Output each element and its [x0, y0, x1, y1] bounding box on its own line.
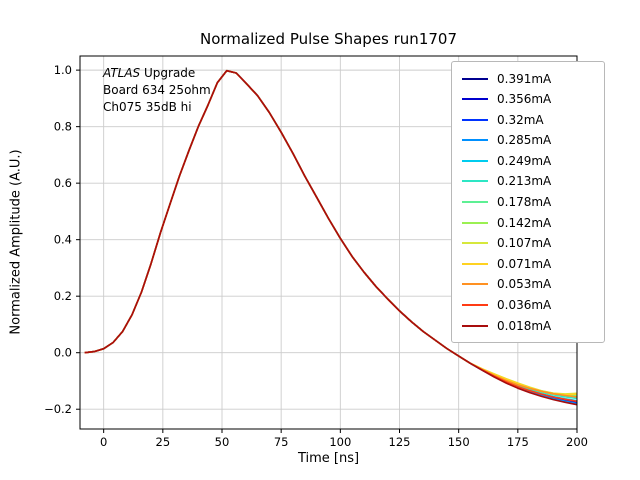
legend-item: 0.249mA — [462, 152, 594, 169]
x-tick-label: 0 — [100, 435, 107, 449]
legend-item: 0.142mA — [462, 214, 594, 231]
legend-label: 0.32mA — [497, 112, 544, 127]
legend-item: 0.036mA — [462, 297, 594, 314]
legend-line-sample — [462, 262, 488, 265]
y-tick-label: 1.0 — [54, 63, 72, 77]
y-tick-label: 0.8 — [54, 120, 72, 134]
x-tick-label: 50 — [215, 435, 230, 449]
legend-line-sample — [462, 159, 488, 162]
legend-label: 0.356mA — [497, 92, 552, 107]
y-tick-label: 0.2 — [54, 289, 72, 303]
x-axis-label: Time [ns] — [297, 451, 360, 466]
legend-line-sample — [462, 304, 488, 307]
legend-line-sample — [462, 180, 488, 183]
pulse-curve-0.018mA — [84, 69, 578, 406]
legend-item: 0.178mA — [462, 194, 594, 211]
legend-line-sample — [462, 201, 488, 204]
y-axis-label: Normalized Amplitude (A.U.) — [8, 149, 24, 335]
legend-item: 0.213mA — [462, 173, 594, 190]
legend-label: 0.053mA — [497, 277, 552, 292]
legend-line-sample — [462, 242, 488, 245]
x-tick-label: 200 — [566, 435, 588, 449]
legend-item: 0.32mA — [462, 111, 594, 128]
annotation-line1: ATLAS Upgrade — [103, 65, 211, 82]
legend-label: 0.213mA — [497, 174, 552, 189]
legend-line-sample — [462, 77, 488, 80]
legend-label: 0.071mA — [497, 256, 552, 271]
legend-label: 0.285mA — [497, 133, 552, 148]
legend-line-sample — [462, 118, 488, 121]
legend-label: 0.249mA — [497, 153, 552, 168]
legend-item: 0.018mA — [462, 317, 594, 334]
y-tick-label: 0.6 — [54, 176, 72, 190]
chart-title: Normalized Pulse Shapes run1707 — [199, 30, 457, 48]
annotation-line3: Ch075 35dB hi — [103, 100, 192, 114]
legend-item: 0.285mA — [462, 132, 594, 149]
legend-line-sample — [462, 324, 488, 327]
legend-item: 0.356mA — [462, 91, 594, 108]
x-tick-label: 25 — [156, 435, 171, 449]
y-tick-label: 0.0 — [54, 346, 72, 360]
legend-line-sample — [462, 139, 488, 142]
legend-label: 0.018mA — [497, 318, 552, 333]
annotation-line2: Board 634 25ohm — [103, 83, 211, 97]
legend-item: 0.071mA — [462, 255, 594, 272]
annotation-upgrade: Upgrade — [140, 66, 196, 80]
x-tick-label: 125 — [389, 435, 411, 449]
legend: 0.391mA 0.356mA 0.32mA 0.285mA 0.249mA 0.213m… — [451, 61, 605, 344]
legend-line-sample — [462, 221, 488, 224]
legend-label: 0.036mA — [497, 298, 552, 313]
y-tick-label: −0.2 — [44, 402, 72, 416]
annotation-atlas: ATLAS — [103, 66, 141, 80]
legend-label: 0.391mA — [497, 71, 552, 86]
x-tick-label: 100 — [329, 435, 351, 449]
x-tick-label: 150 — [448, 435, 470, 449]
y-tick-label: 0.4 — [54, 233, 72, 247]
legend-item: 0.053mA — [462, 276, 594, 293]
x-tick-label: 175 — [507, 435, 529, 449]
legend-label: 0.107mA — [497, 236, 552, 251]
legend-item: 0.391mA — [462, 70, 594, 87]
annotation: ATLAS Upgrade Board 634 25ohm Ch075 35dB… — [103, 65, 211, 116]
legend-label: 0.178mA — [497, 195, 552, 210]
legend-line-sample — [462, 283, 488, 286]
legend-item: 0.107mA — [462, 235, 594, 252]
legend-line-sample — [462, 98, 488, 101]
legend-label: 0.142mA — [497, 215, 552, 230]
x-tick-label: 75 — [274, 435, 289, 449]
